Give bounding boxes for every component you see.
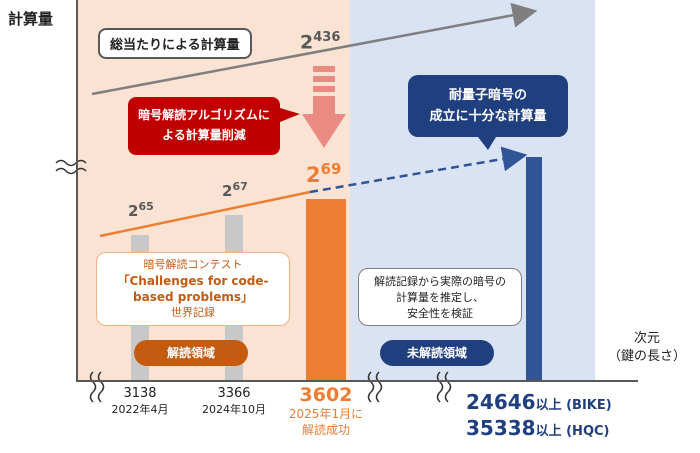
algorithm-reduction-callout: 暗号解読アルゴリズムに よる計算量削減 <box>128 97 280 155</box>
contest-line4: 世界記録 <box>171 306 215 319</box>
contest-line1: 暗号解読コンテスト <box>143 258 243 271</box>
quantum-line2: 成立に十分な計算量 <box>429 109 547 124</box>
power-exponent: 67 <box>232 180 248 193</box>
red-callout-tail <box>280 108 300 122</box>
contest-line2: 「Challenges for code- <box>117 274 269 288</box>
power-exponent: 436 <box>313 30 341 45</box>
tick-3138: 3138 2022年4月 <box>100 386 180 417</box>
power-exponent: 69 <box>320 160 342 178</box>
tick-value: 3602 <box>299 384 353 406</box>
bar-3602 <box>306 199 346 380</box>
x-axis-break-2 <box>367 371 383 403</box>
target-value: 24646 <box>466 390 536 414</box>
brute-force-trend-arrow <box>91 2 538 96</box>
bar-quantum-target <box>526 157 542 380</box>
power-2-436: 2436 <box>300 30 340 53</box>
power-exponent: 65 <box>138 200 154 213</box>
reduction-line1: 暗号解読アルゴリズムに <box>138 108 270 122</box>
y-axis-break <box>55 159 87 175</box>
tick-3602: 3602 2025年1月に 解読成功 <box>276 384 376 438</box>
brute-force-callout: 総当たりによる計算量 <box>98 28 252 59</box>
unsolved-region-label: 未解読領域 <box>380 340 494 366</box>
target-suffix: 以上 (BIKE) <box>535 398 612 413</box>
estimate-line3: 安全性を検証 <box>407 307 473 320</box>
power-2-69: 269 <box>306 160 342 187</box>
x-axis-break-3 <box>436 371 452 403</box>
tick-line1: 2025年1月に <box>288 407 364 421</box>
x-axis-label-line1: 次元 <box>634 331 661 346</box>
tick-date: 2022年4月 <box>111 403 169 416</box>
record-trend-line <box>99 190 311 238</box>
estimate-line1: 解読記録から実際の暗号の <box>374 275 506 288</box>
x-axis-break-1 <box>89 371 105 403</box>
x-axis-label-line2: （鍵の長さ） <box>608 349 687 364</box>
target-value: 35338 <box>466 416 536 440</box>
reduction-line2: よる計算量削減 <box>162 128 246 142</box>
x-axis-label: 次元 （鍵の長さ） <box>608 330 686 366</box>
power-base: 2 <box>306 163 321 187</box>
contest-record-callout: 暗号解読コンテスト 「Challenges for code- based pr… <box>96 252 290 326</box>
tick-value: 3366 <box>217 386 251 401</box>
power-base: 2 <box>222 182 233 200</box>
y-axis <box>76 0 78 382</box>
y-axis-label: 計算量 <box>8 10 54 28</box>
tick-3366: 3366 2024年10月 <box>190 386 278 417</box>
target-bike: 24646以上 (BIKE) <box>466 390 666 414</box>
tick-date: 2024年10月 <box>202 403 266 416</box>
power-2-65: 265 <box>128 200 154 220</box>
target-hqc: 35338以上 (HQC) <box>466 416 666 440</box>
contest-line3: based problems」 <box>133 290 253 304</box>
x-axis <box>78 380 638 382</box>
blue-callout-tail <box>478 137 496 150</box>
tick-value: 3138 <box>123 386 157 401</box>
tick-line2: 解読成功 <box>301 423 350 437</box>
projection-dashed-arrow <box>309 146 528 194</box>
power-base: 2 <box>128 202 139 220</box>
power-2-67: 267 <box>222 180 248 200</box>
estimate-line2: 計算量を推定し、 <box>396 291 484 304</box>
solved-region-label: 解読領域 <box>134 340 248 366</box>
power-base: 2 <box>300 31 314 54</box>
quantum-resistant-callout: 耐量子暗号の 成立に十分な計算量 <box>408 75 568 137</box>
reduction-arrow <box>302 66 346 148</box>
target-suffix: 以上 (HQC) <box>535 424 610 439</box>
security-estimate-callout: 解読記録から実際の暗号の 計算量を推定し、 安全性を検証 <box>358 268 522 326</box>
quantum-line1: 耐量子暗号の <box>448 88 527 103</box>
